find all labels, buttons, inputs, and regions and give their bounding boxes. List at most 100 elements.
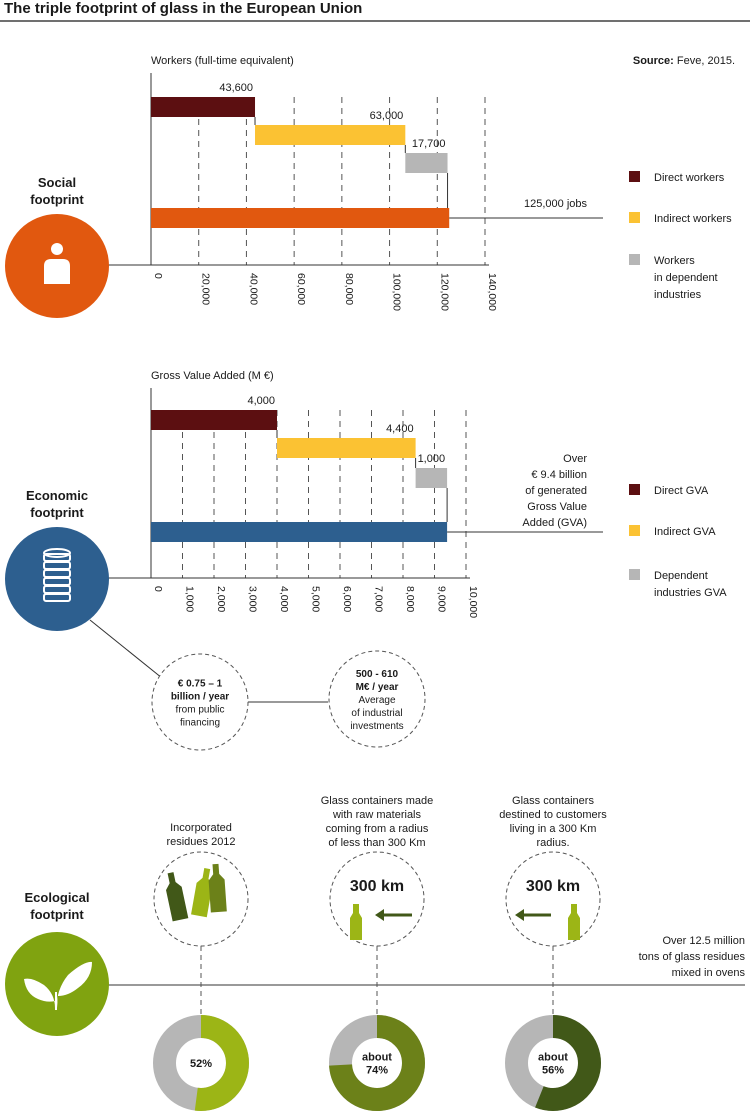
source-note: Source: Feve, 2015.	[633, 55, 735, 67]
section-heading: footprint	[30, 192, 84, 207]
bubble-text: investments	[350, 721, 403, 732]
legend-label: Dependent	[654, 570, 708, 582]
tick-label: 10,000	[467, 586, 479, 618]
tick-label: 5,000	[310, 586, 322, 612]
distance-label: 300 km	[526, 878, 580, 895]
tick-label: 8,000	[404, 586, 416, 612]
info-bubble	[328, 650, 426, 748]
tick-label: 4,000	[278, 586, 290, 612]
bottle-shape	[191, 868, 213, 918]
tick-label: 0	[152, 586, 164, 592]
tick-label: 2,000	[215, 586, 227, 612]
ecological-total-label: mixed in ovens	[672, 967, 746, 979]
data-label: 63,000	[370, 110, 404, 122]
distance-label: 300 km	[350, 878, 404, 895]
ecological-caption: Glass containers made	[321, 795, 434, 807]
total-label: 125,000 jobs	[524, 198, 587, 210]
coin-top	[43, 548, 71, 558]
legend-label: Workers	[654, 255, 695, 267]
bottle-shape	[350, 904, 362, 940]
ecological-icon-bubble	[329, 851, 425, 947]
coin-edge	[43, 593, 71, 602]
ecological-icon-circle	[5, 932, 109, 1036]
data-label: 17,700	[412, 138, 446, 150]
bubble-text: from public	[176, 705, 225, 716]
tick-label: 0	[152, 273, 164, 279]
donut-label: 74%	[366, 1065, 388, 1077]
bar-direct	[151, 97, 256, 117]
data-label: 43,600	[219, 82, 253, 94]
bubble-value: 500 - 610	[356, 669, 399, 680]
bottle-shape	[166, 872, 189, 922]
person-head	[51, 243, 63, 255]
tick-label: 60,000	[295, 273, 307, 305]
legend-swatch-direct	[629, 484, 640, 495]
page-title: The triple footprint of glass in the Eur…	[4, 0, 362, 17]
donut-label: 56%	[542, 1065, 564, 1077]
bar-dependent	[405, 153, 448, 173]
total-label: Gross Value	[527, 501, 587, 513]
donut-value-arc	[329, 1015, 425, 1111]
legend-swatch-direct	[629, 171, 640, 182]
arrow-head	[515, 909, 524, 921]
info-bubble	[151, 653, 249, 751]
ecological-caption: coming from a radius	[326, 823, 429, 835]
chart-title: Workers (full-time equivalent)	[151, 55, 294, 67]
ecological-caption: Glass containers	[512, 795, 594, 807]
bubble-connector	[89, 619, 163, 679]
donut-label: 52%	[190, 1058, 212, 1070]
tick-label: 7,000	[373, 586, 385, 612]
legend-label: Direct workers	[654, 172, 725, 184]
bubble-value: M€ / year	[356, 682, 399, 693]
tick-label: 80,000	[343, 273, 355, 305]
donut-label: about	[362, 1052, 392, 1064]
leaf-icon	[24, 961, 92, 1010]
section-heading: Social	[38, 175, 76, 190]
legend-label: industries GVA	[654, 587, 727, 599]
section-heading: Ecological	[24, 890, 89, 905]
bar-direct	[151, 410, 277, 430]
bar-indirect	[277, 438, 416, 458]
section-heading: Economic	[26, 488, 88, 503]
ecological-total-label: Over 12.5 million	[662, 935, 745, 947]
ecological-caption: Incorporated	[170, 822, 232, 834]
leaf-right	[56, 961, 92, 1008]
data-label: 4,400	[386, 423, 414, 435]
arrow-head	[375, 909, 384, 921]
bubble-value: billion / year	[171, 692, 229, 703]
bubble-text: financing	[180, 718, 220, 729]
legend-label: Indirect workers	[654, 213, 732, 225]
ecological-caption: radius.	[536, 837, 569, 849]
person-body	[44, 259, 70, 284]
data-label: 4,000	[247, 395, 275, 407]
donut-label: about	[538, 1052, 568, 1064]
legend-label: Indirect GVA	[654, 526, 716, 538]
legend-swatch-dependent	[629, 569, 640, 580]
ecological-caption: residues 2012	[166, 836, 235, 848]
legend-label: Direct GVA	[654, 485, 709, 497]
bottle-shape	[208, 863, 227, 913]
ecological-caption: living in a 300 Km	[510, 823, 597, 835]
section-heading: footprint	[30, 505, 84, 520]
legend-swatch-indirect	[629, 212, 640, 223]
bottle-arrow-in-icon	[350, 904, 412, 940]
economic-section: Gross Value Added (M €) 0 1,000 2,000 3,000 4…	[5, 370, 727, 751]
tick-label: 100,000	[391, 273, 403, 311]
ecological-total-label: tons of glass residues	[639, 951, 746, 963]
chart-title: Gross Value Added (M €)	[151, 370, 274, 382]
bar-dependent	[415, 468, 448, 488]
tick-label: 20,000	[200, 273, 212, 305]
tick-label: 9,000	[436, 586, 448, 612]
legend-label: industries	[654, 289, 702, 301]
bottle-arrow-out-icon	[515, 904, 580, 940]
donut-value-arc	[153, 1015, 249, 1111]
total-label: € 9.4 billion	[531, 469, 587, 481]
tick-label: 6,000	[341, 586, 353, 612]
ecological-caption: with raw materials	[332, 809, 422, 821]
person-icon	[44, 243, 70, 284]
bar-total	[151, 208, 450, 228]
tick-label: 3,000	[247, 586, 259, 612]
legend-swatch-indirect	[629, 525, 640, 536]
bubble-value: € 0.75 – 1	[178, 679, 223, 690]
